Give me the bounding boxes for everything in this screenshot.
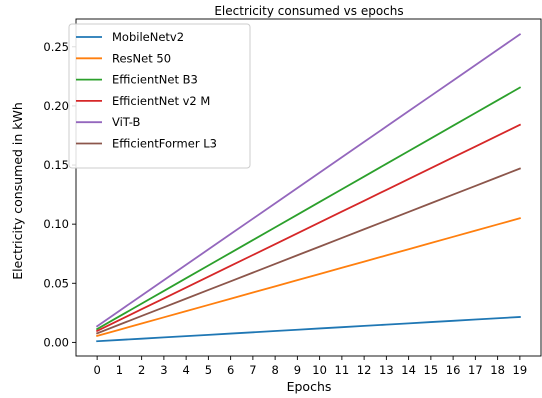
x-tick-label: 4	[182, 363, 189, 377]
y-tick-label: 0.05	[43, 276, 69, 290]
y-tick-label: 0.00	[43, 335, 69, 349]
legend-label-4: ViT-B	[112, 115, 141, 129]
x-tick-label: 19	[513, 363, 528, 377]
x-tick-label: 16	[446, 363, 461, 377]
x-tick-label: 0	[93, 363, 100, 377]
x-tick-label: 14	[401, 363, 416, 377]
x-tick-label: 8	[271, 363, 278, 377]
legend-label-3: EfficientNet v2 M	[112, 94, 210, 108]
legend-label-1: ResNet 50	[112, 51, 171, 65]
series-line-4	[95, 33, 522, 328]
series-line-3	[95, 123, 522, 333]
x-tick-label: 1	[116, 363, 123, 377]
legend-box	[68, 23, 251, 169]
chart-title: Electricity consumed vs epochs	[214, 4, 403, 18]
y-tick-label: 0.25	[43, 40, 69, 54]
x-tick-label: 12	[357, 363, 372, 377]
x-tick-label: 3	[160, 363, 167, 377]
axes-frame	[75, 18, 542, 357]
x-tick-label: 9	[294, 363, 301, 377]
y-tick-label: 0.10	[43, 217, 69, 231]
legend-label-0: MobileNetv2	[112, 30, 184, 44]
x-tick-label: 13	[379, 363, 394, 377]
x-tick-label: 5	[205, 363, 212, 377]
x-tick-label: 15	[424, 363, 439, 377]
x-tick-label: 10	[312, 363, 327, 377]
x-tick-label: 18	[490, 363, 505, 377]
x-tick-label: 2	[138, 363, 145, 377]
x-tick-label: 7	[249, 363, 256, 377]
y-tick-label: 0.15	[43, 158, 69, 172]
series-line-5	[95, 167, 522, 335]
plot-area: 0 1 2 3 4 5 6 7 8 9 10 11 12 13 14 15 16 17 18 190.000.050.…	[43, 18, 542, 377]
x-tick-label: 6	[227, 363, 234, 377]
y-axis-label: Electricity consumed in kWh	[10, 102, 25, 280]
x-tick-label: 17	[468, 363, 483, 377]
legend-label-5: EfficientFormer L3	[112, 137, 217, 151]
x-tick-label: 11	[335, 363, 350, 377]
series-line-2	[95, 86, 522, 331]
series-line-1	[96, 217, 521, 338]
x-axis-label: Epochs	[287, 379, 332, 394]
legend: MobileNetv2 ResNet 50 EfficientNet B3 Effic…	[68, 23, 251, 169]
series-line-0	[96, 316, 521, 343]
legend-label-2: EfficientNet B3	[112, 73, 198, 87]
y-tick-label: 0.20	[43, 99, 69, 113]
